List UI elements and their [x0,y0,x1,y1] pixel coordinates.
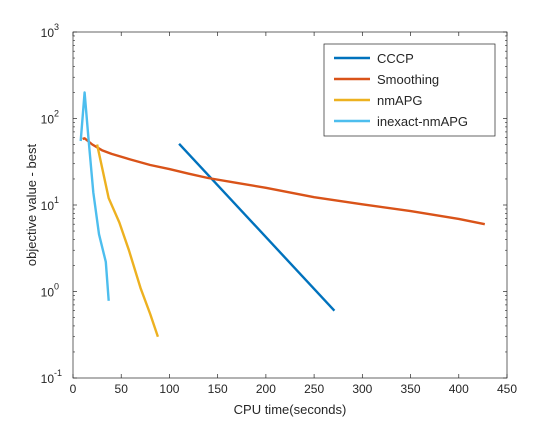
y-tick-label-exponent: 0 [54,282,59,292]
series-line-nmapg [95,144,160,338]
legend-label: Smoothing [377,72,439,87]
x-tick-label: 200 [256,382,276,396]
x-tick-label: 150 [208,382,228,396]
legend-label: inexact-nmAPG [377,114,468,129]
x-tick-label: 300 [352,382,372,396]
x-tick-label: 100 [159,382,179,396]
y-tick-label-base: 10 [41,26,55,40]
x-tick-label: 0 [70,382,77,396]
y-axis-label: objective value - best [24,144,39,267]
legend-label: nmAPG [377,93,423,108]
series-layer [79,91,486,338]
y-tick-label-exponent: 1 [54,195,59,205]
y-tick-label-exponent: 2 [54,109,59,119]
series-line-inexact-nmapg [79,91,110,301]
x-tick-label: 250 [304,382,324,396]
y-tick-label-base: 10 [41,286,55,300]
x-tick-label: 50 [115,382,129,396]
y-tick-label-exponent: 3 [54,22,59,32]
x-tick-label: 400 [449,382,469,396]
y-tick-label-base: 10 [41,113,55,127]
y-tick-label-base: 10 [41,372,55,386]
x-tick-label: 450 [497,382,517,396]
x-axis-label: CPU time(seconds) [234,402,347,417]
series-line-cccp [178,142,336,312]
legend: CCCP Smoothing nmAPG inexact-nmAPG [323,43,496,137]
legend-label: CCCP [377,51,414,66]
x-tick-label: 350 [401,382,421,396]
y-tick-label-exponent: -1 [54,368,62,378]
x-axis-ticks: 0 50 100 150 200 250 300 350 400 450 [70,32,517,396]
y-tick-label-base: 10 [41,199,55,213]
